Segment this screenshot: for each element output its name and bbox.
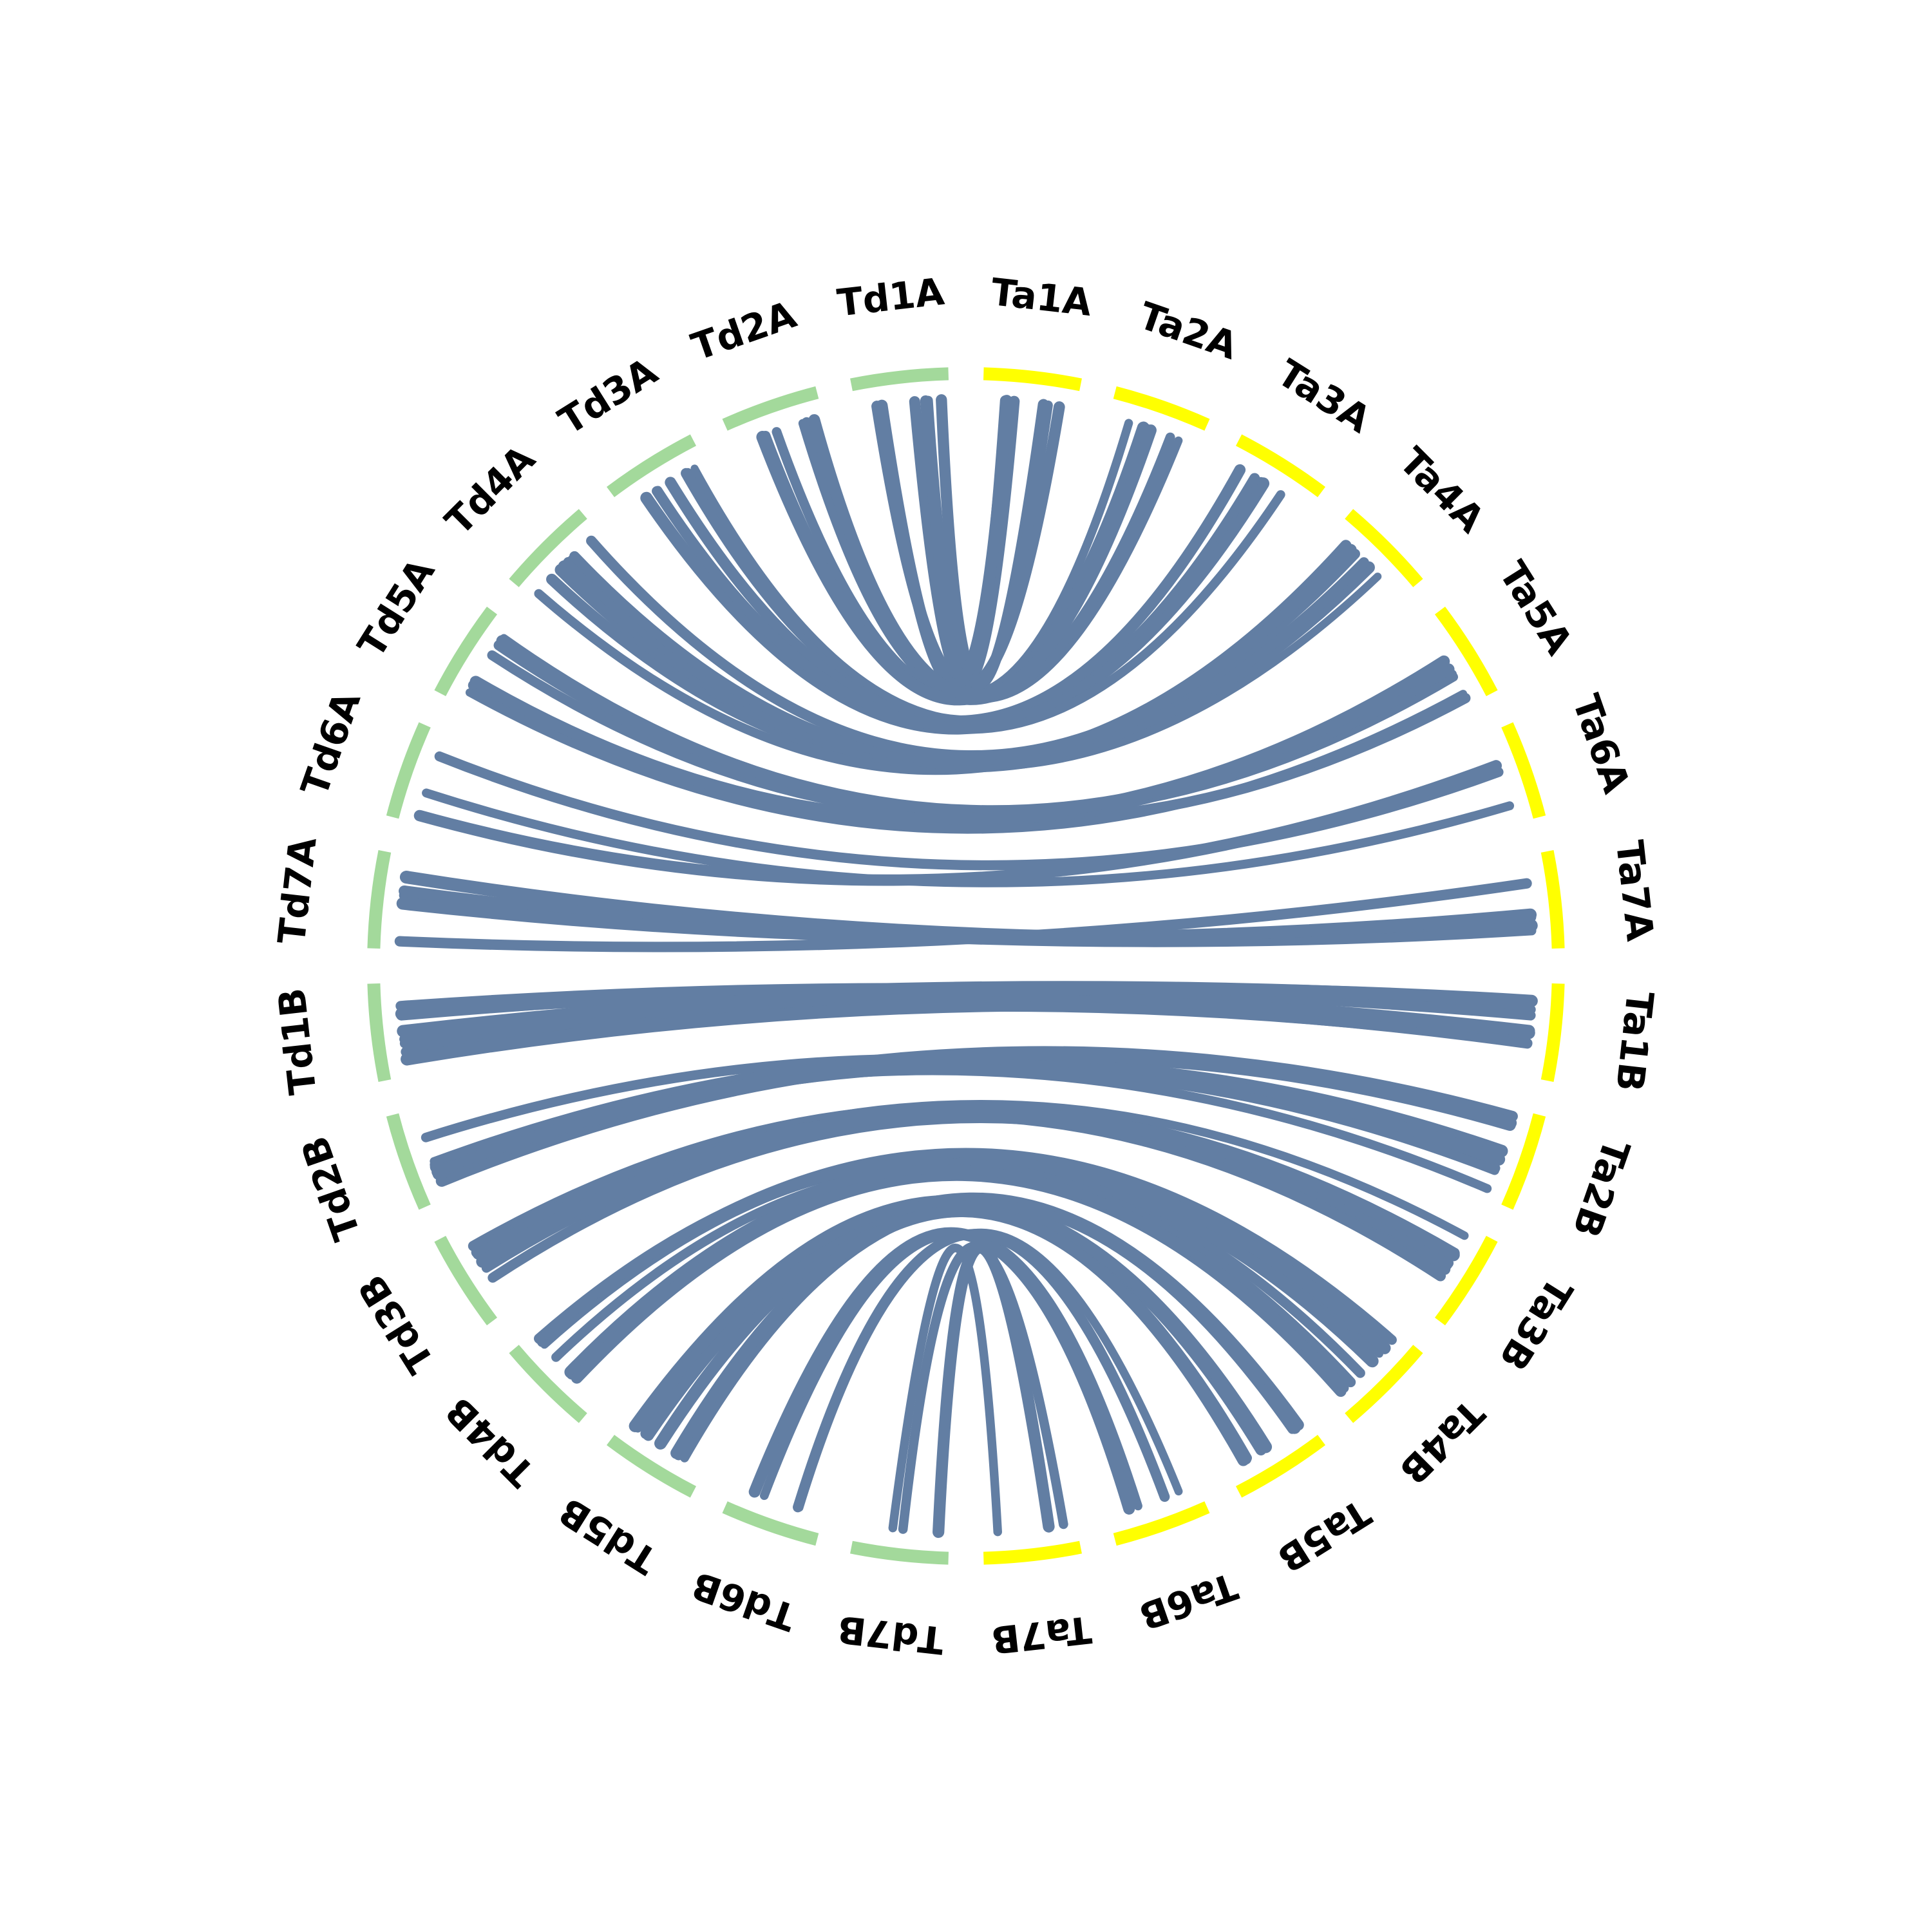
segment-ta2a: [1113, 386, 1210, 431]
link-td7a-ta7a: [396, 897, 1537, 944]
link-td1b-ta1b: [397, 982, 1538, 1037]
label-td4b: Td4B: [437, 1388, 543, 1495]
label-ta3b: Ta3B: [1491, 1270, 1581, 1378]
label-td3b: Td3B: [349, 1267, 443, 1381]
link-td4a-ta4a: [586, 535, 1356, 761]
link-td5a-ta5a: [496, 635, 1455, 817]
segment-td1b: [367, 983, 392, 1082]
link-td5a-ta5a: [465, 688, 1468, 834]
segment-ta4a: [1345, 509, 1423, 587]
label-td5a: Td5A: [349, 551, 443, 665]
label-td1b: Td1B: [270, 986, 325, 1097]
label-ta4a: Ta4A: [1391, 439, 1493, 542]
segment-td5b: [606, 1434, 697, 1498]
segment-td2a: [722, 386, 819, 431]
segment-ta3a: [1235, 434, 1326, 498]
link-td3a-ta3a: [690, 464, 1267, 725]
chromosome-segments: [367, 367, 1565, 1565]
link-td5b-ta5b: [670, 1205, 1249, 1466]
label-ta2a: Ta2A: [1133, 294, 1243, 368]
link-td4b-ta4b: [551, 1164, 1349, 1393]
label-ta7b: Ta7B: [989, 1607, 1094, 1662]
label-td7a: Td7A: [269, 835, 325, 946]
segment-ta1b: [1540, 983, 1565, 1082]
label-td6b: Td6B: [686, 1563, 801, 1640]
segment-td7a: [367, 850, 392, 949]
link-td3b-ta3b: [476, 1106, 1460, 1268]
segment-ta6b: [1113, 1501, 1210, 1546]
segment-ta2b: [1501, 1113, 1546, 1210]
link-td2b-ta2b: [433, 1063, 1500, 1177]
label-ta6b: Ta6B: [1133, 1564, 1243, 1639]
link-td7b-ta7b: [933, 1242, 1055, 1539]
label-td4a: Td4A: [437, 437, 544, 544]
label-ta3a: Ta3A: [1270, 351, 1379, 442]
segment-td6b: [722, 1501, 819, 1546]
label-ta6a: Ta6A: [1564, 689, 1638, 799]
segment-ta1a: [983, 367, 1082, 392]
link-td6b-ta6b: [793, 1229, 1170, 1513]
label-ta5b: Ta5B: [1270, 1491, 1378, 1581]
label-td2b: Td2B: [292, 1131, 369, 1246]
segment-td3b: [434, 1235, 498, 1326]
synteny-links: [394, 394, 1538, 1539]
label-td6a: Td6A: [292, 686, 369, 802]
segment-ta3b: [1434, 1235, 1498, 1326]
link-td6a-ta6a: [413, 760, 1502, 886]
segment-td4a: [509, 509, 587, 587]
label-ta4b: Ta4B: [1391, 1391, 1493, 1493]
segment-td6a: [386, 722, 431, 819]
link-td2a-ta2a: [808, 414, 1157, 701]
label-td1a: Td1A: [835, 269, 947, 325]
segment-td4b: [509, 1345, 587, 1423]
link-td5a-ta5a: [469, 655, 1450, 825]
segment-ta7b: [983, 1540, 1082, 1565]
label-ta2b: Ta2B: [1564, 1133, 1639, 1243]
segment-td7b: [850, 1540, 949, 1565]
segment-ta7a: [1540, 850, 1565, 949]
label-td5b: Td5B: [551, 1489, 665, 1583]
segment-ta4b: [1345, 1345, 1423, 1423]
segment-td5a: [434, 606, 498, 697]
segment-ta6a: [1501, 722, 1546, 819]
segment-td3a: [606, 434, 697, 498]
label-ta7a: Ta7A: [1607, 838, 1662, 943]
link-td4b-ta4b: [533, 1157, 1356, 1388]
label-td2a: Td2A: [686, 292, 802, 369]
segment-td2b: [386, 1113, 431, 1210]
label-ta1a: Ta1A: [989, 270, 1094, 325]
link-td7b-ta7b: [888, 1244, 1002, 1537]
label-ta1b: Ta1B: [1607, 989, 1662, 1094]
label-ta5a: Ta5A: [1490, 554, 1581, 663]
label-td7b: Td7B: [835, 1607, 946, 1662]
label-td3a: Td3A: [551, 349, 665, 443]
segment-ta5a: [1434, 606, 1498, 697]
segment-ta5b: [1235, 1434, 1326, 1498]
link-td1a-ta1a: [876, 395, 1013, 690]
segment-td1a: [850, 367, 949, 392]
